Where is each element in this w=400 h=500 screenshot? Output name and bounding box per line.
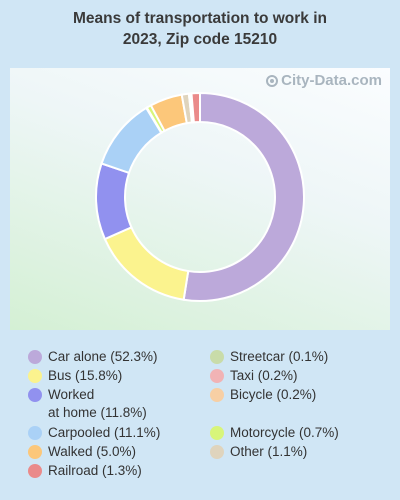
legend-swatch — [28, 426, 42, 440]
legend-label-line: Taxi (0.2%) — [230, 368, 298, 383]
watermark-logo-icon — [266, 74, 279, 87]
chart-title: Means of transportation to work in 2023,… — [0, 8, 400, 50]
legend-item-walked: Walked (5.0%) — [28, 443, 136, 461]
legend-swatch — [210, 350, 224, 364]
legend-swatch — [210, 388, 224, 402]
legend-swatch — [28, 369, 42, 383]
legend-label-line: Other (1.1%) — [230, 444, 308, 459]
chart-legend: Car alone (52.3%) Bus (15.8%) Worked at hom… — [0, 340, 400, 500]
legend-item-other: Other (1.1%) — [210, 443, 307, 461]
legend-swatch — [210, 426, 224, 440]
legend-item-bicycle: Bicycle (0.2%) — [210, 386, 316, 404]
legend-label: Railroad (1.3%) — [48, 462, 142, 480]
legend-swatch — [210, 369, 224, 383]
legend-swatch — [28, 445, 42, 459]
legend-swatch — [28, 388, 42, 402]
chart-title-line2: 2023, Zip code 15210 — [122, 31, 278, 48]
legend-label: Taxi (0.2%) — [230, 367, 298, 385]
legend-label: Worked at home (11.8%) — [48, 386, 147, 422]
legend-label: Car alone (52.3%) — [48, 348, 158, 366]
legend-label-line: Bus (15.8%) — [48, 368, 123, 383]
watermark-text: City-Data.com — [281, 72, 382, 89]
legend-label: Streetcar (0.1%) — [230, 348, 328, 366]
legend-swatch — [210, 445, 224, 459]
legend-label-line: Bicycle (0.2%) — [230, 387, 317, 402]
legend-label-line: Worked — [48, 387, 95, 402]
legend-item-worked-at-home: Worked at home (11.8%) — [28, 386, 147, 422]
donut-slice-railroad — [190, 91, 201, 124]
legend-label-line: Motorcycle (0.7%) — [230, 425, 339, 440]
legend-label-line: Walked (5.0%) — [48, 444, 137, 459]
watermark: City-Data.com — [266, 72, 382, 89]
legend-item-railroad: Railroad (1.3%) — [28, 462, 142, 480]
legend-label-line: Carpooled (11.1%) — [48, 425, 161, 440]
donut-slice-bus — [103, 226, 190, 301]
legend-label: Other (1.1%) — [230, 443, 307, 461]
legend-item-carpooled: Carpooled (11.1%) — [28, 424, 160, 442]
legend-item-taxi: Taxi (0.2%) — [210, 367, 298, 385]
legend-swatch — [28, 350, 42, 364]
donut-slice-worked-at-home — [95, 162, 133, 241]
legend-label: Motorcycle (0.7%) — [230, 424, 339, 442]
legend-label: Carpooled (11.1%) — [48, 424, 160, 442]
legend-label: Walked (5.0%) — [48, 443, 136, 461]
legend-item-motorcycle: Motorcycle (0.7%) — [210, 424, 339, 442]
legend-label-line: Streetcar (0.1%) — [230, 349, 329, 364]
legend-label-line: Railroad (1.3%) — [48, 463, 142, 478]
donut-chart — [95, 91, 305, 302]
legend-item-car-alone: Car alone (52.3%) — [28, 348, 158, 366]
legend-label-line: Car alone (52.3%) — [48, 349, 158, 364]
legend-swatch — [28, 464, 42, 478]
legend-item-bus: Bus (15.8%) — [28, 367, 122, 385]
legend-label: Bus (15.8%) — [48, 367, 122, 385]
chart-title-line1: Means of transportation to work in — [72, 10, 328, 27]
legend-label-line: at home (11.8%) — [48, 405, 147, 420]
donut-slice-car-alone — [182, 91, 305, 302]
legend-label: Bicycle (0.2%) — [230, 386, 316, 404]
legend-item-streetcar: Streetcar (0.1%) — [210, 348, 328, 366]
chart-panel: City-Data.com — [10, 68, 390, 330]
